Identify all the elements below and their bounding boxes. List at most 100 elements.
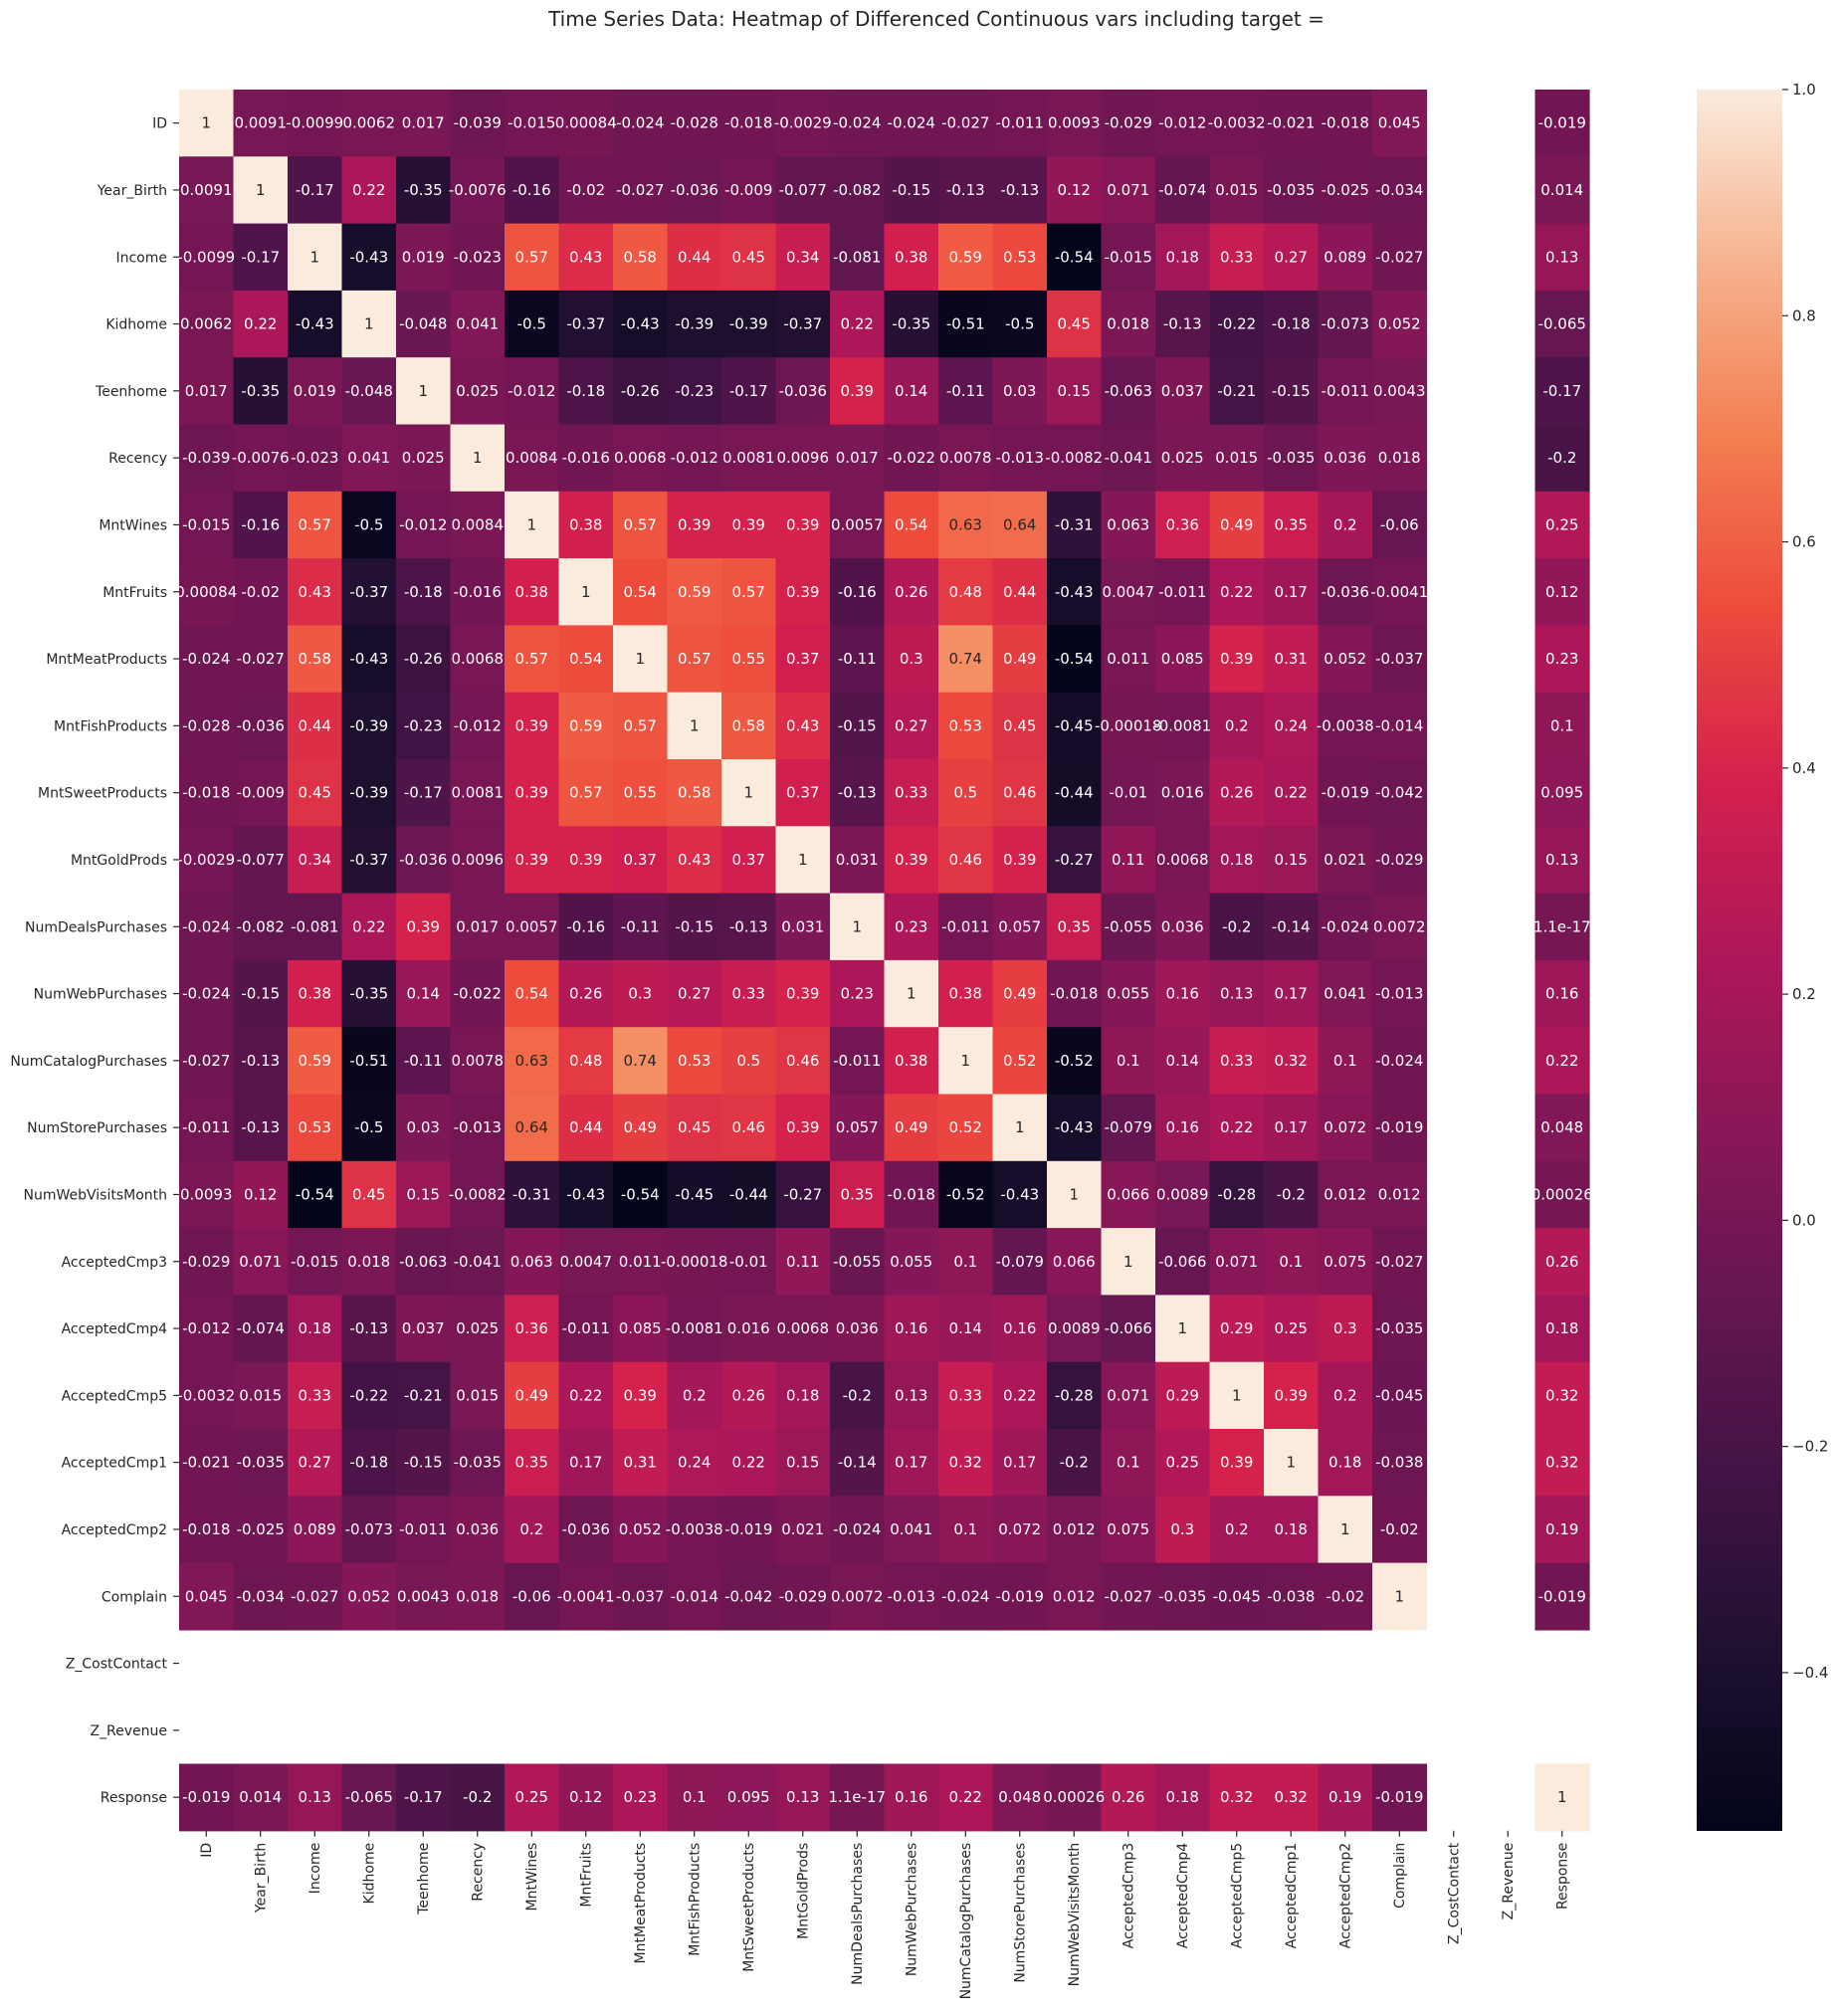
cell-value-label: -0.011 <box>182 1118 230 1136</box>
heatmap-cell <box>1372 223 1428 292</box>
heatmap-cell <box>179 1160 235 1229</box>
cell-value-label: -0.2 <box>1222 917 1251 935</box>
heatmap-cell <box>450 357 506 426</box>
cell-value-label: 0.13 <box>1545 851 1578 869</box>
cell-value-label: 0.16 <box>1003 1319 1036 1337</box>
cell-value-label: 0.052 <box>1324 650 1366 668</box>
cell-value-label: -0.43 <box>296 315 334 333</box>
cell-value-label: -0.012 <box>671 449 718 467</box>
cell-value-label: 0.031 <box>781 917 824 935</box>
cell-value-label: 0.57 <box>569 784 602 802</box>
heatmap-cell <box>1318 290 1373 358</box>
heatmap-cell <box>1101 424 1156 493</box>
cell-value-label: -0.028 <box>182 716 230 734</box>
heatmap-cell <box>341 1562 397 1631</box>
cell-value-label: -0.019 <box>1538 1587 1586 1605</box>
cell-value-label: 0.57 <box>624 515 657 533</box>
cell-value-label: 0.25 <box>515 1788 548 1806</box>
heatmap-cell <box>1047 1429 1103 1497</box>
cell-value-label: 0.32 <box>1545 1454 1578 1472</box>
cell-value-label: 0.071 <box>1107 181 1149 199</box>
heatmap-cell <box>179 1027 235 1096</box>
heatmap-cell <box>1155 1763 1211 1832</box>
cell-value-label: 0.041 <box>347 449 390 467</box>
heatmap-cell <box>1047 1160 1103 1229</box>
x-tick-label: Recency <box>471 1843 487 1902</box>
heatmap-cell <box>1155 959 1211 1028</box>
heatmap-cell <box>775 156 831 225</box>
x-tick-label: NumWebPurchases <box>905 1843 920 1976</box>
heatmap-cell <box>830 90 886 157</box>
heatmap-cell <box>233 625 289 694</box>
heatmap-cell <box>775 1160 831 1229</box>
heatmap-cell <box>1318 491 1373 559</box>
cell-value-label: 0.0089 <box>1048 1319 1101 1337</box>
cell-value-label: -0.37 <box>566 315 605 333</box>
cell-value-label: 0.37 <box>786 650 819 668</box>
heatmap-cell <box>1372 826 1428 895</box>
y-tick-label: MntMeatProducts <box>46 652 167 668</box>
heatmap-cell <box>1155 1160 1211 1229</box>
heatmap-cell <box>179 692 235 760</box>
heatmap-cell <box>505 491 560 559</box>
cell-value-label: -0.027 <box>616 181 664 199</box>
cell-value-label: -0.21 <box>404 1386 443 1404</box>
cell-value-label: 0.57 <box>678 650 711 668</box>
cell-value-label: -0.13 <box>946 181 985 199</box>
x-tick-label: NumStorePurchases <box>1013 1843 1029 1983</box>
heatmap-cell <box>1264 1361 1320 1430</box>
heatmap-cell <box>233 156 289 225</box>
cell-value-label: -0.029 <box>182 1253 230 1271</box>
heatmap-cell <box>1209 558 1265 626</box>
cell-value-label: 0.45 <box>299 784 331 802</box>
heatmap-cell <box>1209 625 1265 694</box>
cell-value-label: 1 <box>960 1052 970 1070</box>
heatmap-cell <box>1155 759 1211 827</box>
cell-value-label: -0.06 <box>512 1587 551 1605</box>
heatmap-cell <box>341 1361 397 1430</box>
y-tick-label: Kidhome <box>105 317 167 333</box>
heatmap-cell <box>558 156 614 225</box>
x-tick-label: MntFishProducts <box>688 1843 704 1956</box>
cell-value-label: 0.036 <box>456 1520 499 1538</box>
heatmap-cell <box>938 1228 994 1296</box>
cell-value-label: 0.11 <box>786 1253 819 1271</box>
heatmap-cell <box>1101 1361 1156 1430</box>
cell-value-label: -0.018 <box>888 1185 935 1203</box>
heatmap-cell <box>1318 1496 1373 1564</box>
cell-value-label: -0.13 <box>1000 181 1039 199</box>
cell-value-label: 0.59 <box>949 248 982 266</box>
cell-value-label: -0.019 <box>1538 114 1586 132</box>
heatmap-cell <box>558 625 614 694</box>
cell-value-label: 0.33 <box>732 985 765 1003</box>
heatmap-cell <box>233 290 289 358</box>
heatmap-cell <box>884 558 939 626</box>
cell-value-label: 0.075 <box>1107 1520 1149 1538</box>
heatmap-cell <box>1047 1295 1103 1363</box>
heatmap-cell <box>1264 424 1320 493</box>
cell-value-label: -0.17 <box>729 382 768 400</box>
heatmap-cell <box>1264 223 1320 292</box>
y-tick-label: Recency <box>108 451 167 467</box>
heatmap-cell <box>1101 959 1156 1028</box>
cell-value-label: 0.0062 <box>343 114 396 132</box>
heatmap-cell <box>396 1562 452 1631</box>
cell-value-label: 0.072 <box>998 1520 1041 1538</box>
cell-value-label: -0.029 <box>779 1587 827 1605</box>
cell-value-label: 0.052 <box>619 1520 662 1538</box>
heatmap-cell <box>1101 558 1156 626</box>
cell-value-label: -0.036 <box>671 181 718 199</box>
heatmap-cell <box>233 491 289 559</box>
heatmap-cell <box>775 1295 831 1363</box>
cell-value-label: 0.22 <box>244 315 277 333</box>
heatmap-cell <box>938 759 994 827</box>
heatmap-cell <box>992 1295 1048 1363</box>
heatmap-cell <box>233 759 289 827</box>
heatmap-cell <box>884 1429 939 1497</box>
cell-value-label: 0.22 <box>1545 1052 1578 1070</box>
heatmap-cell <box>179 959 235 1028</box>
cell-value-label: 0.39 <box>678 515 711 533</box>
heatmap-cell <box>450 424 506 493</box>
heatmap-cell <box>830 1361 886 1430</box>
